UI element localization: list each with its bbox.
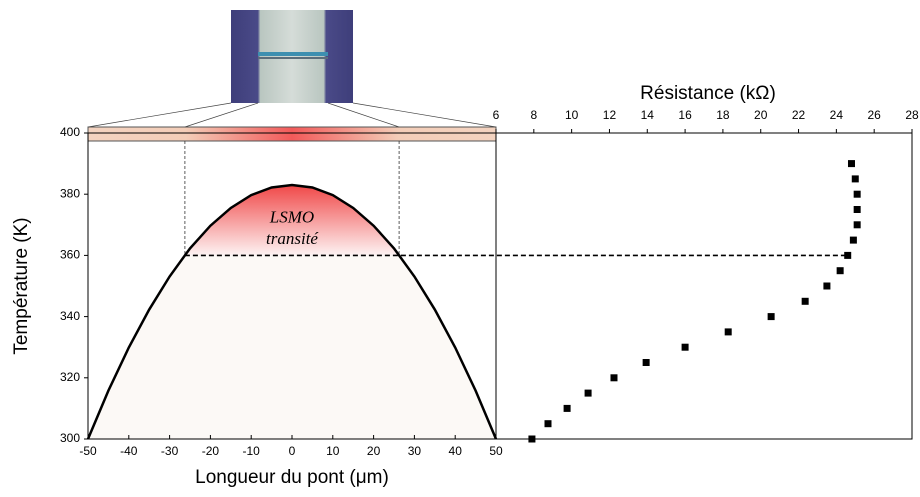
x-tick-label: 22 bbox=[792, 108, 806, 122]
frame bbox=[495, 132, 913, 440]
x-tick-label: 6 bbox=[493, 108, 500, 122]
projection-line bbox=[352, 102, 497, 128]
x-tick-label: -10 bbox=[243, 444, 261, 458]
point bbox=[544, 420, 552, 428]
point bbox=[767, 313, 775, 321]
y-tick-label: 380 bbox=[60, 186, 80, 200]
projection-line bbox=[87, 102, 232, 128]
x-tick-label: 28 bbox=[905, 108, 919, 122]
point bbox=[724, 328, 732, 336]
point bbox=[610, 374, 618, 382]
x-tick-label: 50 bbox=[489, 444, 503, 458]
x-axis-title: Longueur du pont (μm) bbox=[195, 467, 389, 488]
y-tick-label: 340 bbox=[60, 309, 80, 323]
point bbox=[836, 267, 844, 275]
x-tick-label: -20 bbox=[202, 444, 220, 458]
point bbox=[849, 236, 857, 244]
heater-bar bbox=[87, 126, 497, 142]
transited-region bbox=[184, 185, 400, 256]
y-tick-label: 360 bbox=[60, 248, 80, 262]
point bbox=[823, 282, 831, 290]
x-tick-label: 18 bbox=[716, 108, 730, 122]
point bbox=[563, 404, 571, 412]
y-axis-title: Température (K) bbox=[11, 217, 32, 354]
point bbox=[853, 221, 861, 229]
annotation: LSMO bbox=[269, 208, 314, 227]
x-tick-label: -50 bbox=[79, 444, 97, 458]
curve bbox=[86, 183, 498, 440]
point bbox=[853, 190, 861, 198]
x-tick-label: 10 bbox=[326, 444, 340, 458]
y-tick-label: 300 bbox=[60, 431, 80, 445]
point bbox=[851, 175, 859, 183]
point bbox=[847, 160, 855, 168]
x-tick-label: 24 bbox=[830, 108, 844, 122]
x-tick-label: 20 bbox=[367, 444, 381, 458]
x-tick-label: 30 bbox=[408, 444, 422, 458]
point bbox=[801, 297, 809, 305]
point bbox=[642, 359, 650, 366]
x-tick-label: 26 bbox=[868, 108, 882, 122]
y-tick-label: 400 bbox=[60, 125, 80, 139]
x-axis-title: Résistance (kΩ) bbox=[640, 83, 776, 104]
x-tick-label: 0 bbox=[289, 444, 296, 458]
x-tick-label: 14 bbox=[641, 108, 655, 122]
y-tick-label: 320 bbox=[60, 370, 80, 384]
point bbox=[853, 206, 861, 213]
x-tick-label: 10 bbox=[565, 108, 579, 122]
point bbox=[528, 435, 536, 443]
point bbox=[584, 389, 592, 397]
x-tick-label: 40 bbox=[449, 444, 463, 458]
projection-line bbox=[327, 102, 400, 128]
x-tick-label: -40 bbox=[120, 444, 138, 458]
micrograph bbox=[231, 10, 353, 103]
x-tick-label: 16 bbox=[678, 108, 692, 122]
annotation: transité bbox=[266, 229, 319, 248]
point bbox=[681, 343, 689, 351]
point bbox=[844, 251, 852, 259]
x-tick-label: 12 bbox=[603, 108, 617, 122]
projection-line bbox=[184, 102, 259, 128]
x-tick-label: -30 bbox=[161, 444, 179, 458]
x-tick-label: 8 bbox=[530, 108, 537, 122]
x-tick-label: 20 bbox=[754, 108, 768, 122]
